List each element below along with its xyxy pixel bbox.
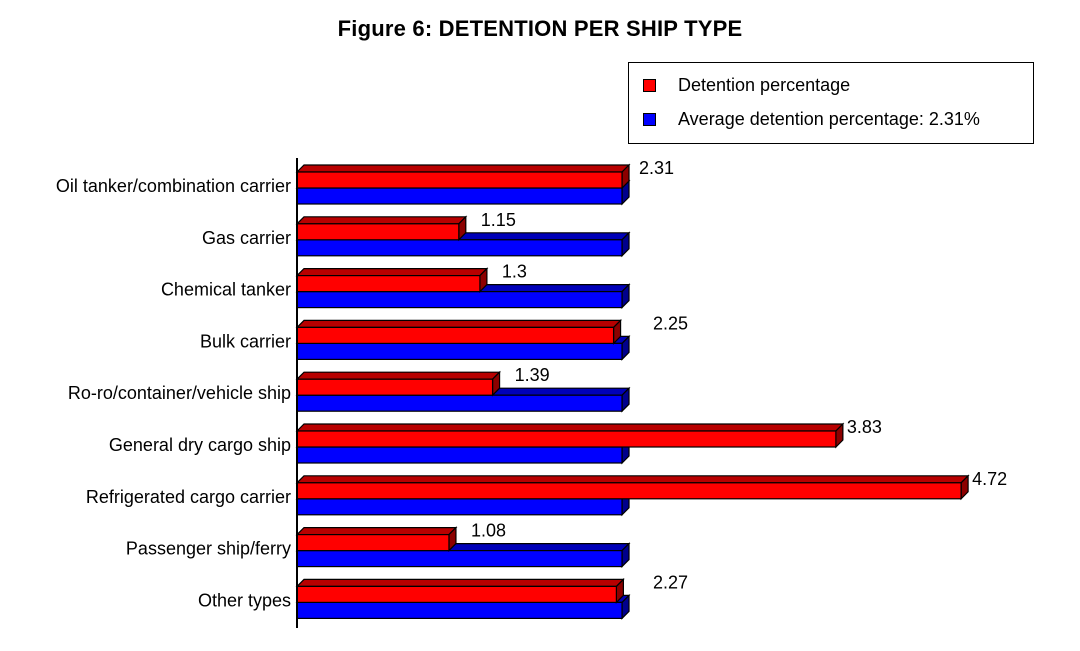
bar-detention-4 — [295, 370, 502, 397]
data-label-2: 1.3 — [502, 262, 527, 282]
legend-item-detention: Detention percentage — [643, 75, 850, 96]
category-label-0: Oil tanker/combination carrier — [56, 176, 291, 196]
category-label-2: Chemical tanker — [161, 280, 291, 300]
bar-detention-0 — [295, 163, 631, 190]
category-label-1: Gas carrier — [202, 228, 291, 248]
category-label-4: Ro-ro/container/vehicle ship — [68, 383, 291, 403]
data-label-6: 4.72 — [972, 469, 1007, 489]
bar-detention-8 — [295, 577, 625, 604]
data-label-5: 3.83 — [847, 417, 882, 437]
legend-label-average: Average detention percentage: 2.31% — [678, 109, 980, 129]
legend-label-detention: Detention percentage — [678, 75, 851, 95]
legend-swatch-detention — [643, 79, 656, 92]
category-label-7: Passenger ship/ferry — [126, 539, 291, 559]
bar-detention-2 — [295, 267, 489, 294]
data-label-1: 1.15 — [481, 210, 516, 230]
legend-swatch-average — [643, 113, 656, 126]
bar-detention-5 — [295, 422, 845, 449]
data-label-4: 1.39 — [515, 365, 550, 385]
legend: Detention percentage Average detention p… — [628, 62, 1034, 144]
bar-detention-3 — [295, 318, 623, 345]
category-label-6: Refrigerated cargo carrier — [86, 487, 291, 507]
bar-detention-1 — [295, 215, 468, 242]
category-label-5: General dry cargo ship — [109, 435, 291, 455]
chart-title: Figure 6: DETENTION PER SHIP TYPE — [337, 16, 743, 41]
bar-detention-6 — [295, 474, 970, 501]
data-label-0: 2.31 — [639, 158, 674, 178]
data-label-3: 2.25 — [653, 313, 688, 333]
category-label-3: Bulk carrier — [200, 331, 291, 351]
bar-detention-7 — [295, 526, 458, 553]
category-label-8: Other types — [198, 590, 291, 610]
legend-item-average: Average detention percentage: 2.31% — [643, 109, 980, 130]
data-label-8: 2.27 — [653, 572, 688, 592]
data-label-7: 1.08 — [471, 521, 506, 541]
